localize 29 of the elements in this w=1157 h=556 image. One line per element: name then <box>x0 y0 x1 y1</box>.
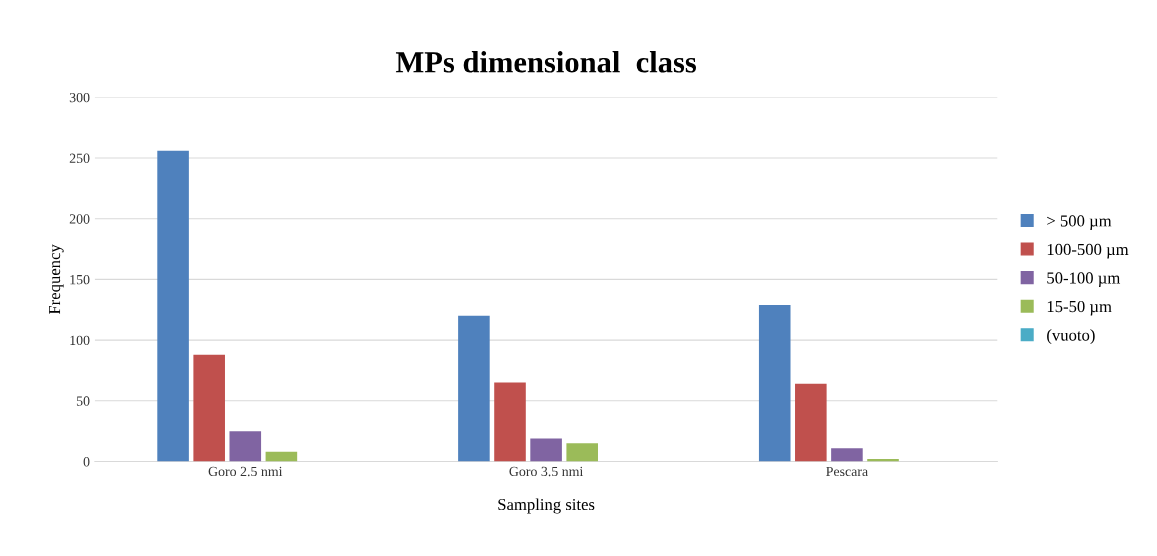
legend-label: (vuoto) <box>1047 328 1095 345</box>
bar <box>193 354 225 462</box>
x-tick-label: Goro 3.5 nmi <box>509 466 584 477</box>
y-tick-label: 200 <box>69 214 90 224</box>
x-axis-title: Sampling sites <box>498 498 595 514</box>
bar <box>530 438 562 462</box>
y-tick-label: 300 <box>69 92 90 103</box>
legend-label: 50-100 µm <box>1047 272 1121 287</box>
x-tick-label: Goro 2.5 nmi <box>208 466 283 477</box>
bar <box>229 431 262 462</box>
bar <box>458 315 490 462</box>
bar <box>758 304 791 462</box>
y-tick-label: 100 <box>70 335 90 346</box>
legend-label: 100-500 µm <box>1047 243 1129 259</box>
y-tick-label: 0 <box>83 457 90 467</box>
y-tick-label: 250 <box>69 153 90 163</box>
bar <box>265 451 298 462</box>
bar <box>494 382 526 462</box>
legend-label: > 500 µm <box>1047 215 1112 230</box>
x-tick-label: Pescara <box>826 466 868 477</box>
bar <box>795 383 827 462</box>
legend-label: 15-50 µm <box>1047 300 1112 316</box>
bar <box>831 448 863 462</box>
bar <box>566 443 598 462</box>
chart-title: MPs dimensional class <box>395 51 697 73</box>
y-axis-title: Frequency <box>49 244 64 315</box>
y-tick-label: 150 <box>70 274 90 285</box>
bar <box>157 150 189 462</box>
y-tick-label: 50 <box>76 396 90 406</box>
